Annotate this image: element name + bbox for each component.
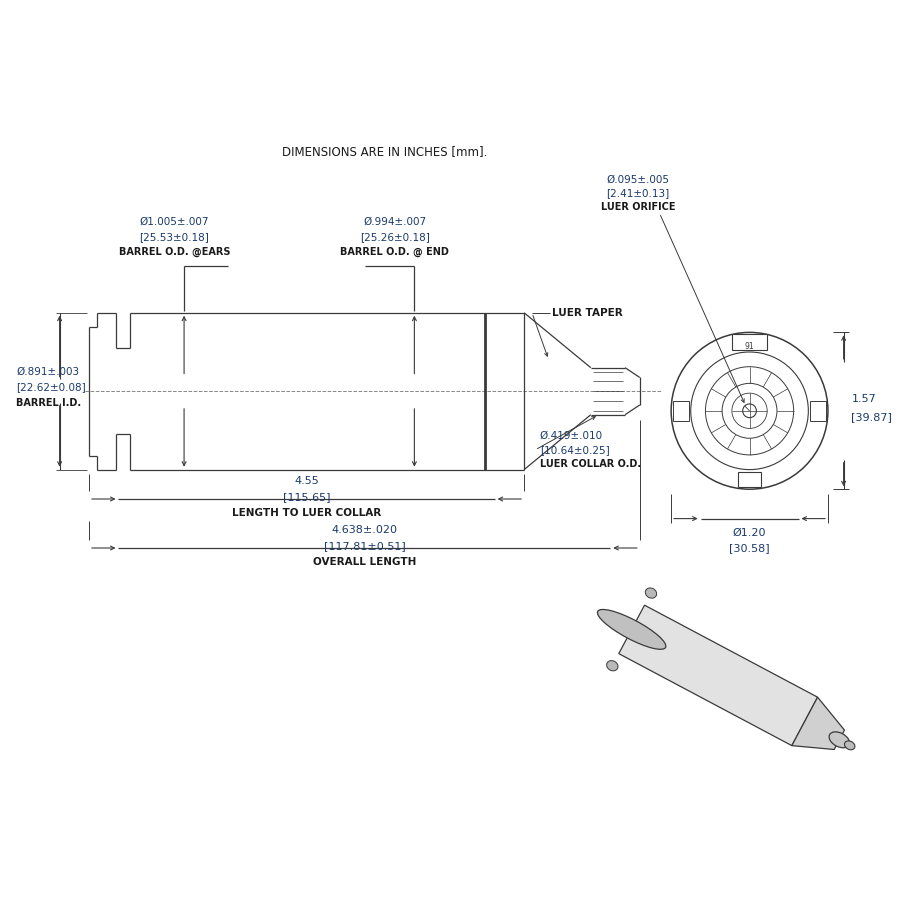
Text: [30.58]: [30.58] (729, 543, 769, 553)
Ellipse shape (645, 588, 657, 598)
Text: Ø.891±.003: Ø.891±.003 (16, 366, 79, 376)
Text: 1.57: 1.57 (851, 394, 877, 404)
Text: Ø1.005±.007: Ø1.005±.007 (140, 217, 209, 227)
Text: Ø1.20: Ø1.20 (733, 527, 766, 537)
Text: [39.87]: [39.87] (851, 411, 892, 422)
Text: BARREL O.D. @EARS: BARREL O.D. @EARS (119, 247, 230, 257)
FancyBboxPatch shape (732, 335, 767, 350)
Text: [2.41±0.13]: [2.41±0.13] (607, 188, 670, 198)
Text: 91: 91 (744, 342, 754, 351)
Text: [25.53±0.18]: [25.53±0.18] (140, 232, 209, 242)
Text: Ø.419±.010: Ø.419±.010 (540, 431, 603, 441)
Text: [10.64±0.25]: [10.64±0.25] (540, 445, 609, 455)
Ellipse shape (844, 741, 855, 750)
Text: Ø.994±.007: Ø.994±.007 (364, 217, 427, 227)
Text: LUER ORIFICE: LUER ORIFICE (600, 202, 675, 212)
Text: LUER COLLAR O.D.: LUER COLLAR O.D. (540, 459, 641, 469)
Text: [117.81±0.51]: [117.81±0.51] (323, 541, 405, 551)
FancyBboxPatch shape (673, 401, 689, 420)
FancyBboxPatch shape (738, 472, 761, 487)
Text: OVERALL LENGTH: OVERALL LENGTH (312, 557, 416, 567)
Ellipse shape (829, 732, 850, 748)
Text: Ø.095±.005: Ø.095±.005 (607, 175, 670, 184)
Text: [115.65]: [115.65] (283, 492, 330, 502)
Ellipse shape (607, 661, 618, 670)
FancyBboxPatch shape (810, 401, 826, 420)
Text: 4.638±.020: 4.638±.020 (331, 526, 398, 536)
Polygon shape (792, 698, 844, 750)
Text: BARREL I.D.: BARREL I.D. (16, 398, 82, 408)
Text: 4.55: 4.55 (294, 476, 319, 486)
Polygon shape (619, 605, 817, 745)
Text: LENGTH TO LUER COLLAR: LENGTH TO LUER COLLAR (232, 508, 382, 518)
Text: [25.26±0.18]: [25.26±0.18] (360, 232, 429, 242)
Text: LUER TAPER: LUER TAPER (552, 308, 622, 318)
Text: DIMENSIONS ARE IN INCHES [mm].: DIMENSIONS ARE IN INCHES [mm]. (283, 145, 488, 158)
Text: BARREL O.D. @ END: BARREL O.D. @ END (340, 247, 449, 257)
Text: [22.62±0.08]: [22.62±0.08] (16, 382, 86, 392)
Ellipse shape (598, 609, 666, 649)
Ellipse shape (608, 615, 656, 644)
